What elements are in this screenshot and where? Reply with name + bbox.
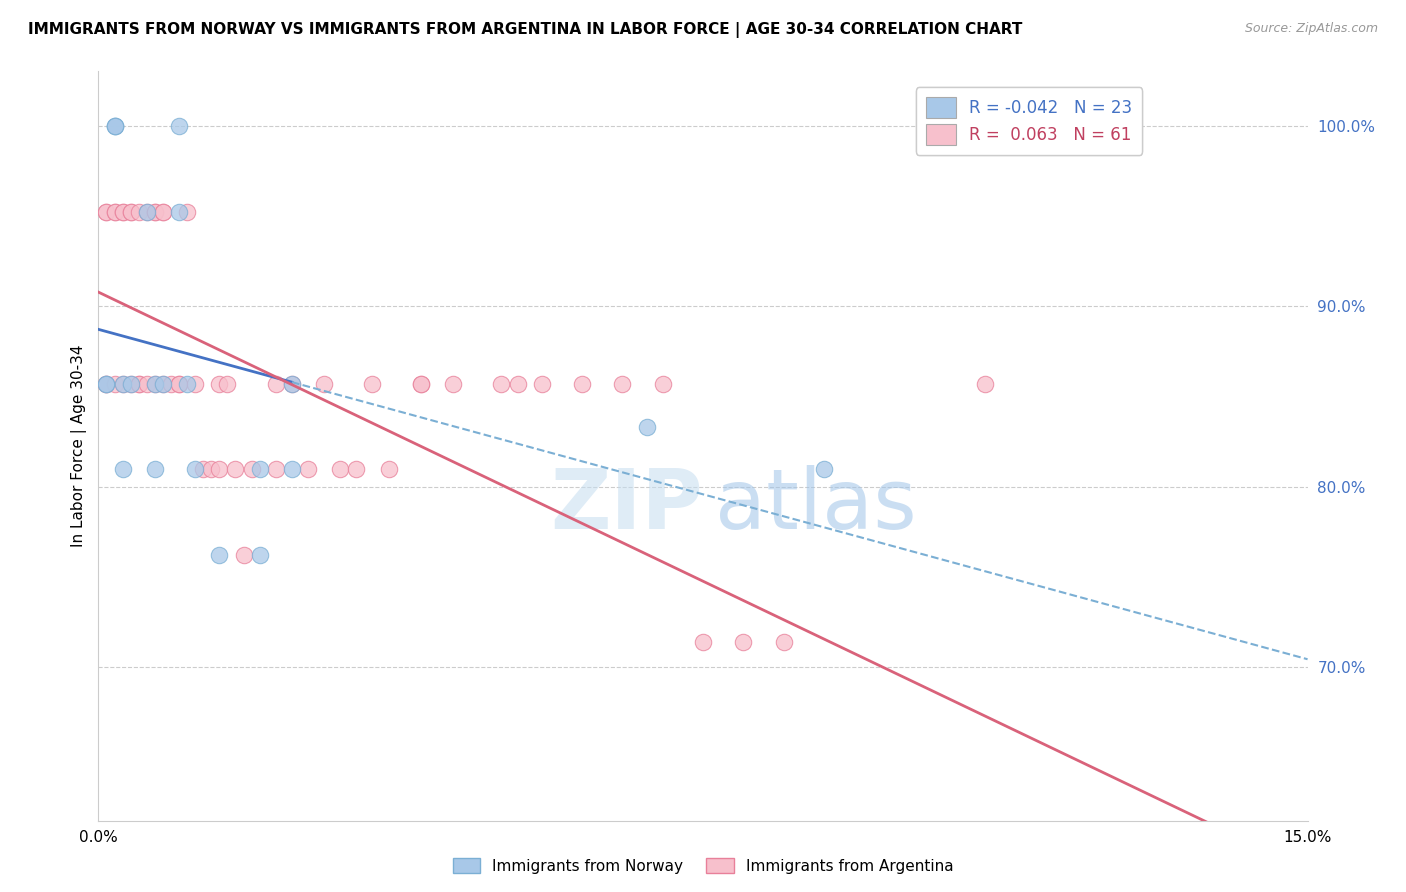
Point xyxy=(167,376,190,391)
Point xyxy=(217,376,239,391)
Text: atlas: atlas xyxy=(716,466,917,547)
Point xyxy=(208,376,231,391)
Point xyxy=(361,376,384,391)
Point xyxy=(111,376,134,391)
Point xyxy=(152,376,174,391)
Point xyxy=(128,376,150,391)
Point xyxy=(208,548,231,562)
Point xyxy=(224,461,246,475)
Point xyxy=(692,635,714,649)
Point xyxy=(120,376,142,391)
Point xyxy=(240,461,263,475)
Text: Source: ZipAtlas.com: Source: ZipAtlas.com xyxy=(1244,22,1378,36)
Point xyxy=(103,376,125,391)
Point xyxy=(111,205,134,219)
Point xyxy=(813,461,835,475)
Point xyxy=(409,376,432,391)
Point xyxy=(143,205,166,219)
Point xyxy=(96,376,118,391)
Point xyxy=(329,461,352,475)
Point xyxy=(530,376,553,391)
Text: ZIP: ZIP xyxy=(551,466,703,547)
Point xyxy=(264,376,287,391)
Point xyxy=(167,205,190,219)
Point xyxy=(651,376,673,391)
Point xyxy=(176,205,198,219)
Point xyxy=(491,376,513,391)
Point xyxy=(152,205,174,219)
Point xyxy=(314,376,336,391)
Y-axis label: In Labor Force | Age 30-34: In Labor Force | Age 30-34 xyxy=(72,344,87,548)
Legend: Immigrants from Norway, Immigrants from Argentina: Immigrants from Norway, Immigrants from … xyxy=(446,852,960,880)
Point xyxy=(96,376,118,391)
Point xyxy=(143,376,166,391)
Text: IMMIGRANTS FROM NORWAY VS IMMIGRANTS FROM ARGENTINA IN LABOR FORCE | AGE 30-34 C: IMMIGRANTS FROM NORWAY VS IMMIGRANTS FRO… xyxy=(28,22,1022,38)
Point xyxy=(96,376,118,391)
Point xyxy=(135,376,157,391)
Point xyxy=(733,635,755,649)
Point xyxy=(103,205,125,219)
Point xyxy=(152,205,174,219)
Point xyxy=(612,376,634,391)
Point xyxy=(143,205,166,219)
Point xyxy=(111,376,134,391)
Point xyxy=(249,461,271,475)
Point xyxy=(103,205,125,219)
Point xyxy=(152,376,174,391)
Point xyxy=(409,376,432,391)
Point xyxy=(128,376,150,391)
Point xyxy=(111,461,134,475)
Point xyxy=(193,461,215,475)
Point xyxy=(441,376,464,391)
Point xyxy=(281,461,304,475)
Point xyxy=(208,461,231,475)
Point xyxy=(167,376,190,391)
Point xyxy=(167,119,190,133)
Point xyxy=(176,376,198,391)
Point xyxy=(297,461,319,475)
Point xyxy=(184,376,207,391)
Point xyxy=(571,376,593,391)
Point xyxy=(103,119,125,133)
Point xyxy=(143,461,166,475)
Point xyxy=(249,548,271,562)
Point xyxy=(96,205,118,219)
Point xyxy=(344,461,367,475)
Point xyxy=(377,461,399,475)
Point xyxy=(974,376,997,391)
Point xyxy=(111,205,134,219)
Point xyxy=(120,205,142,219)
Point xyxy=(772,635,794,649)
Point xyxy=(636,420,658,434)
Point xyxy=(120,376,142,391)
Point xyxy=(264,461,287,475)
Point xyxy=(135,205,157,219)
Point xyxy=(96,376,118,391)
Point xyxy=(281,376,304,391)
Point xyxy=(135,205,157,219)
Point xyxy=(103,119,125,133)
Point xyxy=(160,376,183,391)
Point xyxy=(120,205,142,219)
Point xyxy=(506,376,529,391)
Point xyxy=(200,461,222,475)
Point xyxy=(103,119,125,133)
Point xyxy=(128,205,150,219)
Point xyxy=(143,376,166,391)
Point xyxy=(232,548,254,562)
Point xyxy=(184,461,207,475)
Legend: R = -0.042   N = 23, R =  0.063   N = 61: R = -0.042 N = 23, R = 0.063 N = 61 xyxy=(915,87,1142,154)
Point xyxy=(96,205,118,219)
Point xyxy=(281,376,304,391)
